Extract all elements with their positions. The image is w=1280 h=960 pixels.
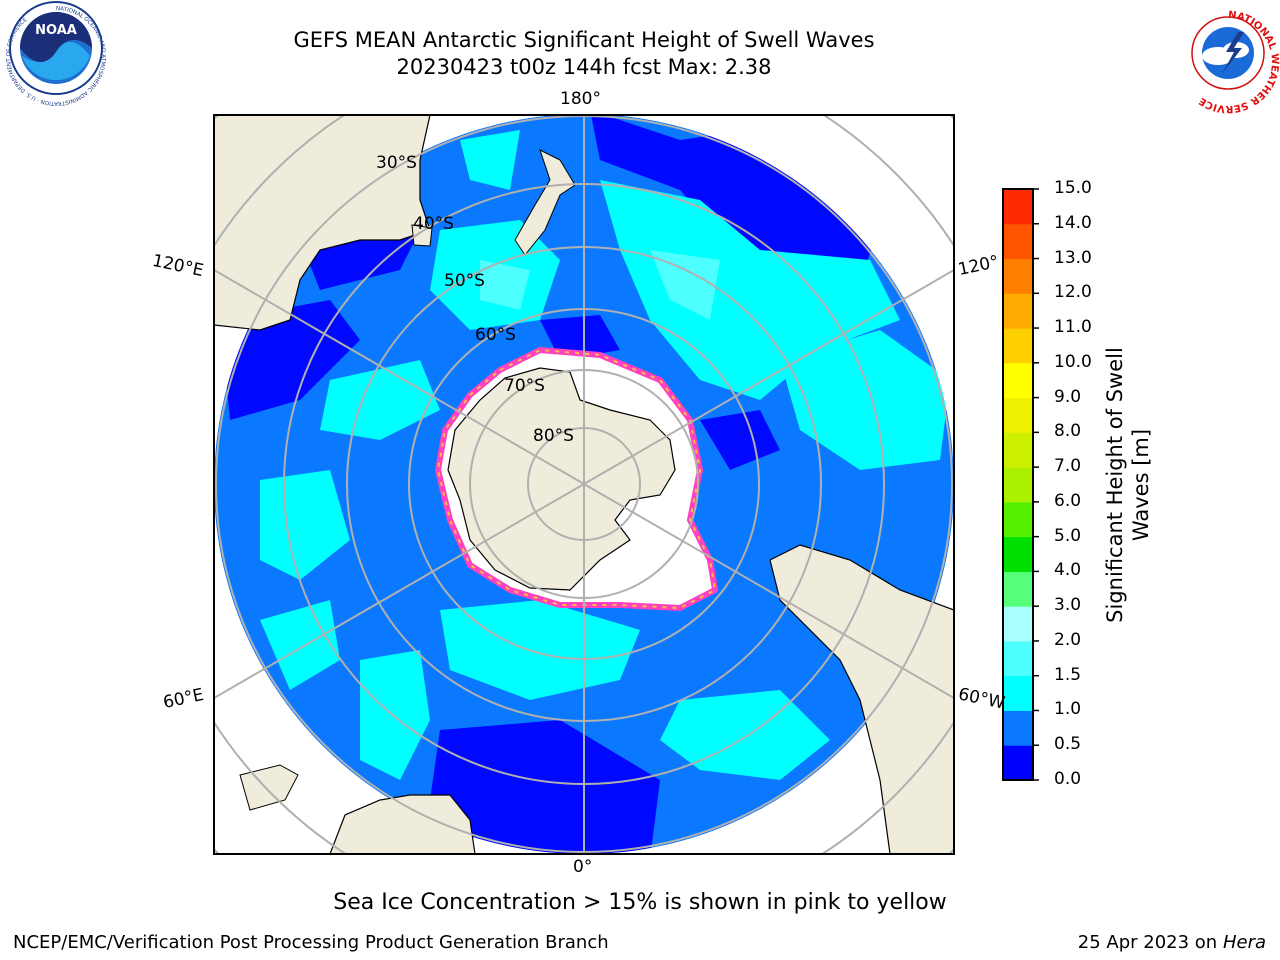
footer-branch: NCEP/EMC/Verification Post Processing Pr…	[13, 932, 609, 953]
swell-patch-light	[650, 250, 720, 320]
nws-logo: NATIONAL WEATHER SERVICE	[1191, 10, 1280, 114]
land-africa	[329, 794, 476, 854]
footer-date-text: 25 Apr 2023 on	[1077, 932, 1223, 953]
colorbar-segment	[1003, 328, 1033, 364]
chart-title: GEFS MEAN Antarctic Significant Height o…	[293, 28, 875, 52]
colorbar-tick-label: 0.5	[1054, 734, 1082, 755]
colorbar-segment	[1003, 397, 1033, 433]
colorbar-segment	[1003, 536, 1033, 572]
colorbar-title-line1: Significant Height of Swell	[1103, 347, 1127, 623]
colorbar-tick-label: 1.5	[1054, 664, 1082, 685]
footer-machine: Hera	[1222, 932, 1266, 953]
colorbar-tick-label: 0.0	[1054, 769, 1082, 789]
lat-label-80s: 80°S	[533, 426, 574, 446]
swell-patch-dark	[430, 720, 660, 854]
colorbar-tick-label: 14.0	[1054, 212, 1092, 233]
colorbar-tick-label: 5.0	[1054, 525, 1082, 546]
colorbar-tick-label: 8.0	[1054, 421, 1082, 442]
colorbar-tick-label: 12.0	[1054, 282, 1092, 303]
land-new-zealand	[514, 149, 576, 256]
colorbar-tick-label: 2.0	[1054, 629, 1082, 650]
chart-subtitle: 20230423 t00z 144h fcst Max: 2.38	[396, 55, 772, 79]
swell-patch-cyan	[260, 600, 340, 690]
lat-label-50s: 50°S	[444, 271, 485, 291]
colorbar-segment	[1003, 189, 1033, 225]
lat-label-70s: 70°S	[504, 376, 545, 396]
colorbar-frame	[1002, 188, 1034, 781]
swell-patch-cyan	[320, 360, 440, 440]
swell-patch-cyan	[780, 330, 950, 470]
lon-label-0: 0°	[573, 857, 593, 877]
colorbar-tick-label: 15.0	[1054, 178, 1092, 198]
colorbar-segment	[1003, 571, 1033, 607]
swell-patch-cyan	[660, 690, 830, 780]
swell-patch-cyan	[440, 600, 640, 700]
colorbar-segment	[1003, 432, 1033, 468]
colorbar	[1003, 188, 1039, 781]
colorbar-tick-label: 10.0	[1054, 351, 1092, 372]
swell-patch-cyan	[360, 650, 430, 780]
colorbar-tick-label: 9.0	[1054, 386, 1082, 407]
sea-ice-caption: Sea Ice Concentration > 15% is shown in …	[333, 890, 947, 915]
lat-label-60s: 60°S	[475, 325, 516, 345]
noaa-logo: NOAA NATIONAL OCEANIC AND ATMOSPHERIC AD…	[6, 1, 106, 106]
colorbar-tick-label: 11.0	[1054, 317, 1092, 338]
land-south-america	[769, 544, 954, 854]
colorbar-title: Significant Height of Swell Waves [m]	[1102, 285, 1154, 685]
colorbar-tick-label: 6.0	[1054, 490, 1082, 511]
lon-label-180: 180°	[560, 89, 601, 109]
land-antarctica	[447, 367, 676, 591]
colorbar-tick-label: 3.0	[1054, 595, 1082, 616]
swell-patch-cyan	[260, 470, 350, 580]
map-frame	[213, 114, 955, 855]
swell-patch-light	[480, 260, 530, 310]
colorbar-segment	[1003, 710, 1033, 746]
longitude-gridlines	[214, 115, 954, 854]
colorbar-tick-label: 1.0	[1054, 699, 1082, 720]
colorbar-tick-label: 4.0	[1054, 560, 1082, 581]
lat-label-40s: 40°S	[413, 214, 454, 234]
colorbar-segment	[1003, 675, 1033, 711]
colorbar-segment	[1003, 501, 1033, 538]
colorbar-tick-label: 7.0	[1054, 456, 1082, 477]
colorbar-segment	[1003, 745, 1033, 781]
colorbar-tick-label: 13.0	[1054, 247, 1092, 268]
footer-date: 25 Apr 2023 on Hera	[1078, 932, 1266, 953]
colorbar-title-line2: Waves [m]	[1129, 428, 1153, 542]
land-australia	[214, 115, 431, 331]
colorbar-segment	[1003, 467, 1033, 503]
swell-patch-cyan	[460, 130, 520, 190]
noaa-logo-text: NOAA	[35, 23, 77, 38]
colorbar-segment	[1003, 362, 1033, 399]
polar-map	[214, 115, 954, 854]
colorbar-segment	[1003, 606, 1033, 642]
colorbar-segment	[1003, 293, 1033, 329]
swell-patch-dark	[700, 410, 780, 470]
lat-label-30s: 30°S	[376, 153, 417, 173]
colorbar-segment	[1003, 223, 1033, 260]
colorbar-segment	[1003, 640, 1033, 677]
colorbar-segment	[1003, 258, 1033, 294]
